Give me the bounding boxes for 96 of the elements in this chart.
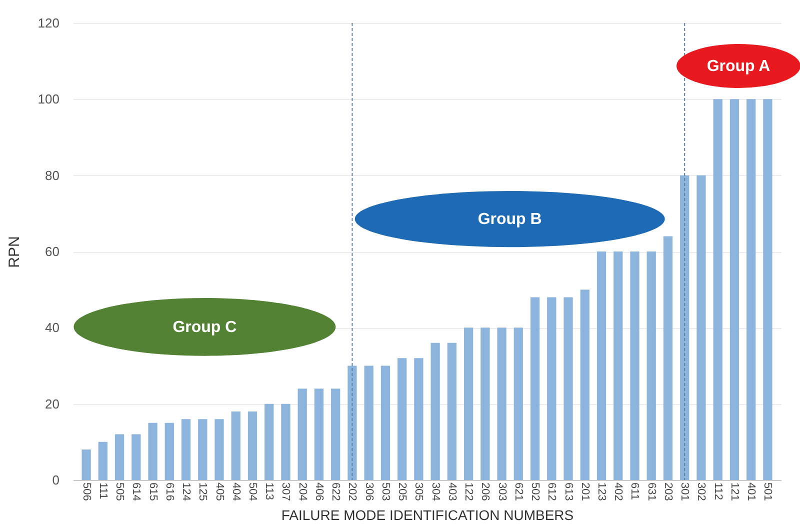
bar bbox=[414, 358, 424, 480]
bar bbox=[348, 366, 357, 480]
x-tick-label: 121 bbox=[728, 482, 740, 501]
x-tick-label: 506 bbox=[80, 482, 92, 501]
bar bbox=[630, 252, 640, 480]
x-tick-label: 622 bbox=[330, 482, 342, 501]
x-tick-label: 304 bbox=[429, 482, 442, 501]
bar bbox=[98, 442, 108, 480]
x-tick-label: 203 bbox=[662, 482, 674, 501]
x-tick-label: 125 bbox=[196, 482, 209, 501]
x-tick-label: 631 bbox=[645, 482, 658, 501]
bar bbox=[298, 388, 307, 480]
y-tick-label: 40 bbox=[45, 320, 60, 336]
bar bbox=[380, 366, 390, 480]
annotation: Group B bbox=[478, 211, 542, 228]
x-tick-label: 505 bbox=[114, 482, 126, 501]
bar bbox=[763, 99, 772, 480]
x-tick-label: 612 bbox=[546, 482, 558, 501]
x-tick-label: 614 bbox=[130, 482, 142, 501]
y-axis-title: RPN bbox=[6, 236, 23, 268]
x-tick-label: 406 bbox=[312, 482, 325, 501]
bar bbox=[547, 297, 556, 480]
x-tick-label: 122 bbox=[462, 482, 475, 501]
x-tick-label: 307 bbox=[280, 482, 292, 501]
x-tick-label: 615 bbox=[146, 482, 159, 501]
x-tick-label: 401 bbox=[745, 482, 758, 501]
bar bbox=[82, 450, 91, 480]
bar bbox=[148, 422, 158, 480]
x-tick-label: 202 bbox=[346, 482, 358, 501]
annotation: Group A bbox=[706, 58, 771, 75]
x-tick-label: 204 bbox=[296, 482, 308, 501]
y-tick-label: 100 bbox=[38, 92, 60, 107]
bar bbox=[564, 297, 573, 480]
bar bbox=[480, 328, 490, 480]
x-tick-label: 305 bbox=[412, 482, 425, 501]
bar bbox=[364, 366, 374, 480]
x-tick-label: 503 bbox=[379, 482, 392, 501]
y-tick-label: 20 bbox=[45, 396, 60, 412]
x-tick-label: 404 bbox=[230, 482, 242, 501]
bar bbox=[746, 99, 756, 480]
x-tick-label: 123 bbox=[596, 482, 608, 501]
bar bbox=[646, 252, 656, 480]
bar bbox=[696, 175, 706, 480]
bar bbox=[398, 358, 407, 480]
x-tick-label: 403 bbox=[446, 482, 458, 501]
x-tick-label: 611 bbox=[628, 482, 641, 500]
bar bbox=[164, 422, 174, 480]
bar bbox=[464, 328, 474, 480]
bar bbox=[497, 328, 506, 480]
bar bbox=[114, 434, 124, 480]
bar bbox=[447, 342, 456, 480]
x-tick-label: 405 bbox=[213, 482, 226, 501]
bar bbox=[132, 434, 141, 480]
x-tick-label: 205 bbox=[396, 482, 408, 501]
x-tick-label: 124 bbox=[180, 482, 192, 501]
x-tick-label: 112 bbox=[712, 482, 724, 500]
x-tick-label: 206 bbox=[479, 482, 492, 501]
x-tick-label: 504 bbox=[246, 482, 258, 501]
bar bbox=[730, 99, 740, 480]
x-tick-label: 111 bbox=[96, 482, 109, 500]
bar bbox=[214, 419, 224, 480]
bar bbox=[713, 99, 722, 480]
x-axis-title: FAILURE MODE IDENTIFICATION NUMBERS bbox=[281, 506, 574, 523]
x-tick-label: 306 bbox=[362, 482, 375, 501]
x-tick-label: 302 bbox=[695, 482, 708, 501]
y-tick-label: 60 bbox=[45, 244, 60, 259]
bar bbox=[680, 175, 690, 480]
x-tick-label: 613 bbox=[562, 482, 574, 501]
x-tick-label: 502 bbox=[529, 482, 542, 501]
bar bbox=[231, 411, 240, 480]
x-tick-label: 303 bbox=[496, 482, 508, 501]
bar bbox=[530, 297, 540, 480]
bar bbox=[614, 252, 623, 480]
bar bbox=[580, 290, 590, 480]
x-tick-label: 201 bbox=[578, 482, 591, 501]
bar bbox=[596, 252, 606, 480]
x-tick-label: 301 bbox=[678, 482, 691, 501]
annotation: Group C bbox=[172, 318, 238, 336]
x-tick-label: 113 bbox=[263, 482, 276, 500]
bar bbox=[314, 388, 324, 480]
bar bbox=[663, 236, 673, 480]
x-tick-label: 501 bbox=[762, 482, 774, 501]
x-tick-label: 402 bbox=[612, 482, 624, 501]
bar bbox=[331, 388, 340, 480]
bar bbox=[281, 404, 290, 480]
bar bbox=[181, 419, 191, 480]
y-tick-label: 120 bbox=[38, 16, 60, 30]
bar bbox=[264, 404, 274, 480]
y-tick-label: 0 bbox=[52, 472, 60, 488]
bar bbox=[514, 328, 523, 480]
x-tick-label: 621 bbox=[512, 482, 524, 501]
x-tick-label: 616 bbox=[163, 482, 176, 501]
bar bbox=[198, 419, 208, 480]
bar bbox=[248, 411, 258, 480]
y-tick-label: 80 bbox=[45, 168, 60, 183]
bar bbox=[430, 342, 440, 480]
